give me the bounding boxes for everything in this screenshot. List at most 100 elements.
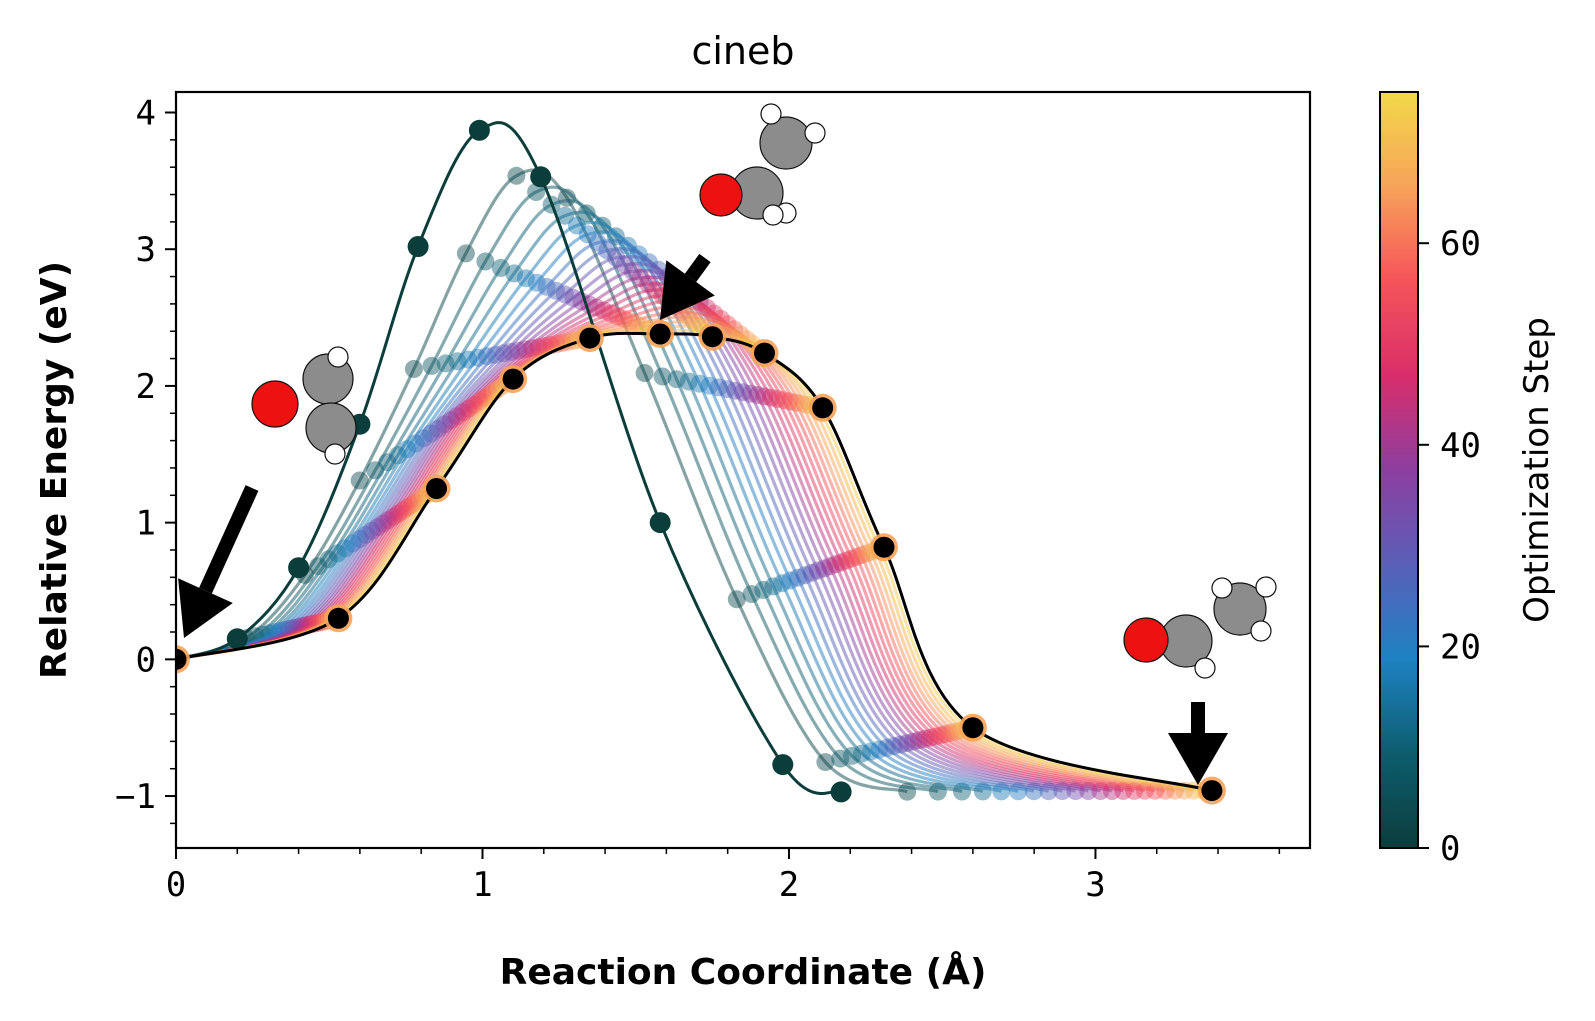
intermediate-path-point [491,258,510,277]
intermediate-path-point [773,574,792,593]
plot-area [174,90,1312,850]
intermediate-path [176,233,1043,801]
intermediate-path-point [507,166,526,185]
final-path-point [176,648,187,670]
colorbar: 0 20 40 60 Optimization Step [1379,91,1557,869]
intermediate-path-point [555,285,574,304]
x-axis-title: Reaction Coordinate (Å) [500,951,987,993]
intermediate-path-point [436,354,455,373]
intermediate-path-point [607,248,626,267]
intermediate-path-point [926,727,945,746]
final-path-point [1201,780,1223,802]
y-tick-label: 3 [136,230,156,270]
intermediate-path-line [176,185,939,794]
colorbar-tick-label: 60 [1440,224,1481,264]
x-tick-label: 3 [1085,865,1105,905]
intermediate-path-point [598,241,617,260]
plot-frame [174,90,1312,850]
final-path-point [873,536,895,558]
intermediate-path-line [176,315,1176,793]
hydrogen-atom [1194,657,1216,679]
pointer-arrow-head [178,578,233,638]
intermediate-path-line [176,328,1204,793]
intermediate-path-line [176,275,1101,793]
intermediate-path-line [176,210,984,793]
intermediate-path-point [915,730,934,748]
oxygen-atom [699,173,743,217]
colorbar-tick-label: 0 [1440,829,1460,869]
oxygen-atom [1123,617,1169,663]
initial-path-point [226,628,248,650]
final-path-point [426,478,447,499]
initial-path [176,119,852,803]
intermediate-path-line [176,262,1077,793]
initial-path-point [649,512,671,534]
carbon-atom [759,116,813,170]
final-path [176,320,1226,805]
intermediate-path [176,216,1011,801]
y-tick-label: 0 [136,640,156,680]
intermediate-path-line [176,239,1035,793]
intermediate-path-point [764,577,783,596]
intermediate-path-point [653,367,672,386]
intermediate-path-point [388,446,407,465]
intermediate-path-point [831,749,850,768]
intermediate-path-point [350,471,369,490]
series-layer [176,119,1226,805]
y-tick-label: 4 [136,94,156,134]
pointer-arrow-head [1168,733,1228,785]
x-tick-label: 1 [472,865,492,905]
hydrogen-atom [804,122,826,144]
intermediate-path-point [635,364,654,382]
intermediate-path-point [690,374,709,393]
hydrogen-atom [1211,577,1233,599]
final-path-point [649,323,671,345]
intermediate-path-line [176,319,1185,793]
initial-path-point [530,166,552,188]
hydrogen-atom [760,103,782,125]
pointer-arrow-head [660,260,715,320]
intermediate-path-point [754,580,773,599]
final-path-point [701,326,723,348]
intermediate-path-point [786,393,805,412]
oxygen-atom [251,380,299,428]
y-tick-label: −1 [115,777,156,817]
intermediate-path-point [727,590,746,609]
intermediate-path-point [742,585,761,604]
y-tick-label: 2 [136,367,156,407]
intermediate-path-line [176,220,1002,793]
x-tick-label: 0 [166,865,186,905]
intermediate-path-line [176,168,908,794]
intermediate-paths [176,166,1212,801]
saddle-structure [660,103,826,320]
hydrogen-atom [327,346,349,368]
intermediate-path-point [547,281,565,300]
intermediate-path-point [556,206,574,225]
initial-path-point [468,119,490,141]
intermediate-path-line [176,288,1124,793]
intermediate-path-line [176,247,1049,793]
final-path-point [962,717,984,739]
final-path-point [754,342,775,364]
final-path-point [502,368,524,390]
intermediate-path-point [588,233,607,252]
initial-path-point [288,557,310,579]
intermediate-path-line [176,294,1135,793]
colorbar-tick-label: 40 [1440,426,1481,466]
initial-path-point [407,236,429,257]
intermediate-path-point [404,360,423,378]
intermediate-path-point [494,344,513,363]
pointer-arrow-shaft [199,485,259,594]
x-axis: 0 1 2 3 [166,848,1281,905]
intermediate-path-point [843,746,861,765]
final-path-point [812,397,834,419]
structures-layer [178,103,1277,785]
intermediate-path [176,255,1085,801]
intermediate-path-point [527,183,546,201]
intermediate-path-line [176,230,1019,793]
final-path-point [327,607,349,629]
intermediate-path-point [578,225,597,244]
intermediate-path-point [456,244,475,263]
hydrogen-atom [1255,576,1277,598]
